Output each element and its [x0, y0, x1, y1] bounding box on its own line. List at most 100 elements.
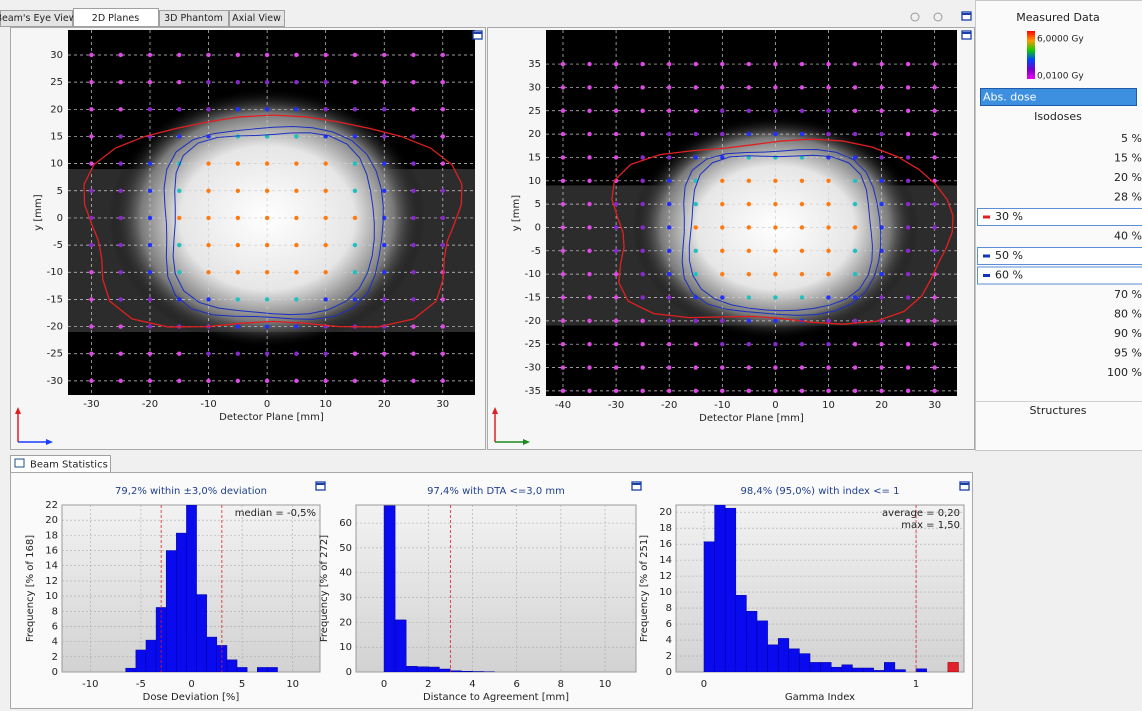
- detector-dot: [89, 379, 93, 383]
- detector-dot: [206, 53, 210, 57]
- detector-dot: [177, 270, 181, 274]
- isodose-label[interactable]: 5 %: [1121, 132, 1142, 145]
- detector-dot: [411, 80, 415, 84]
- histogram-bar: [166, 551, 176, 672]
- detector-dot: [667, 225, 671, 229]
- detector-dot: [561, 225, 565, 229]
- detector-dot: [800, 62, 804, 66]
- isodose-label[interactable]: 80 %: [1114, 308, 1142, 321]
- isodose-label[interactable]: 40 %: [1114, 230, 1142, 243]
- detector-dot: [236, 270, 240, 274]
- detector-dot: [89, 352, 93, 356]
- detector-dot: [800, 85, 804, 89]
- y-tick-label: 20: [339, 617, 352, 628]
- detector-dot: [747, 202, 751, 206]
- detector-dot: [382, 53, 386, 57]
- y-tick-label: 8: [666, 603, 672, 614]
- y-tick-label: 22: [45, 500, 58, 511]
- isodose-label[interactable]: 100 %: [1107, 366, 1142, 379]
- detector-dot: [411, 270, 415, 274]
- detector-dot: [667, 319, 671, 323]
- detector-dot: [177, 216, 181, 220]
- x-axis-label: Distance to Agreement [mm]: [423, 692, 569, 703]
- x-tick-label: 10: [822, 400, 835, 411]
- detector-dot: [853, 272, 857, 276]
- x-tick-label: 10: [319, 399, 332, 410]
- histogram-bar: [863, 668, 874, 672]
- isodose-label[interactable]: 95 %: [1114, 347, 1142, 360]
- detector-dot: [353, 189, 357, 193]
- detector-dot: [826, 342, 830, 346]
- detector-dot: [382, 134, 386, 138]
- detector-dot: [667, 249, 671, 253]
- x-axis-label: Gamma Index: [785, 692, 855, 703]
- y-tick-label: 15: [528, 152, 541, 163]
- detector-dot: [614, 155, 618, 159]
- detector-dot: [853, 365, 857, 369]
- detector-dot: [441, 53, 445, 57]
- detector-dot: [773, 249, 777, 253]
- y-tick-label: 10: [50, 159, 63, 170]
- detector-dot: [441, 270, 445, 274]
- detector-dot: [89, 189, 93, 193]
- y-tick-label: 0: [57, 213, 63, 224]
- detector-dot: [640, 202, 644, 206]
- detector-dot: [353, 216, 357, 220]
- isodose-label[interactable]: 70 %: [1114, 288, 1142, 301]
- detector-dot: [747, 179, 751, 183]
- detector-dot: [89, 324, 93, 328]
- detector-dot: [720, 62, 724, 66]
- detector-dot: [640, 389, 644, 393]
- detector-dot: [382, 379, 386, 383]
- detector-dot: [323, 352, 327, 356]
- detector-dot: [932, 155, 936, 159]
- detector-dot: [800, 202, 804, 206]
- detector-dot: [353, 270, 357, 274]
- detector-dot: [667, 389, 671, 393]
- detector-dot: [614, 225, 618, 229]
- detector-dot: [720, 272, 724, 276]
- isodose-label[interactable]: 15 %: [1114, 152, 1142, 165]
- detector-dot: [294, 134, 298, 138]
- histogram-bar: [884, 662, 895, 672]
- detector-dot: [411, 243, 415, 247]
- detector-dot: [879, 109, 883, 113]
- detector-dot: [800, 109, 804, 113]
- detector-dot: [353, 297, 357, 301]
- detector-dot: [323, 53, 327, 57]
- isodose-label[interactable]: 20 %: [1114, 171, 1142, 184]
- detector-dot: [720, 389, 724, 393]
- histogram-bar: [207, 637, 217, 672]
- x-tick-label: 6: [513, 679, 519, 690]
- detector-dot: [667, 202, 671, 206]
- detector-dot: [932, 365, 936, 369]
- x-tick-label: 0: [188, 679, 194, 690]
- isodose-label[interactable]: 28 %: [1114, 191, 1142, 204]
- detector-dot: [236, 243, 240, 247]
- detector-dot: [747, 85, 751, 89]
- histogram-bar: [450, 671, 461, 672]
- detector-dot: [800, 389, 804, 393]
- detector-dot: [720, 319, 724, 323]
- annotation: max = 1,50: [901, 520, 960, 531]
- detector-dot: [561, 202, 565, 206]
- y-tick-label: 30: [50, 50, 63, 61]
- detector-dot: [932, 249, 936, 253]
- detector-dot: [720, 132, 724, 136]
- tab-label: Axial View: [232, 13, 281, 24]
- detector-dot: [694, 319, 698, 323]
- x-tick-label: 10: [599, 679, 612, 690]
- isodose-label[interactable]: 90 %: [1114, 327, 1142, 340]
- detector-dot: [640, 132, 644, 136]
- detector-dot: [411, 297, 415, 301]
- detector-dot: [119, 324, 123, 328]
- detector-dot: [800, 272, 804, 276]
- detector-dot: [853, 295, 857, 299]
- detector-dot: [265, 379, 269, 383]
- x-tick-label: -30: [83, 399, 99, 410]
- detector-dot: [853, 389, 857, 393]
- y-tick-label: 20: [50, 104, 63, 115]
- x-tick-label: -5: [136, 679, 146, 690]
- detector-dot: [667, 179, 671, 183]
- y-tick-label: 20: [528, 129, 541, 140]
